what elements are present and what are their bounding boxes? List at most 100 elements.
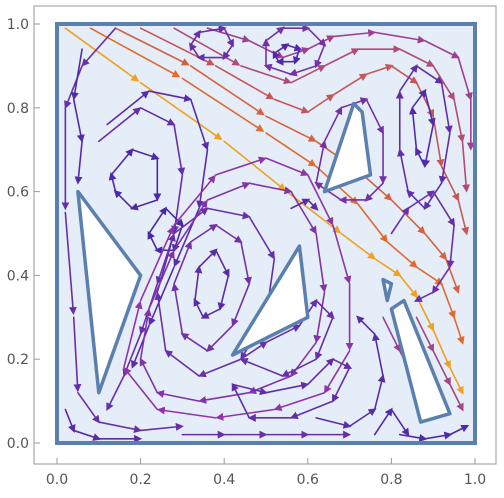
streamline-segment [148,90,193,103]
y-tick-label: 0.4 [7,268,29,284]
x-tick-label: 0.6 [297,472,319,488]
x-tick-label: 0.0 [46,472,68,488]
streamline-segment [390,199,426,235]
streamline-segment [457,56,473,101]
x-tick-label: 0.2 [129,472,151,488]
streamline-segment [240,341,268,361]
streamline-segment [171,282,184,335]
streamline-segment [72,316,82,393]
streamline-segment [398,274,418,299]
obstacles-layer [76,101,452,424]
streamline-segment [332,366,351,403]
streamline-segment [398,48,435,67]
streamline-segment [373,407,393,436]
streamline-segment [332,73,368,97]
streamline-segment [432,190,455,227]
streamline-segment [173,199,208,252]
streamline-segment [431,266,451,294]
streamline-segment [139,225,175,302]
streamline-segment [323,350,351,394]
streamline-segment [110,148,134,176]
streamline-segment [206,207,251,220]
obstacle-upper-right-quad [322,101,373,194]
streamline-segment [248,375,292,394]
streamline-segment [422,123,435,168]
streamline-segment [196,148,209,209]
streamline-segment [240,65,292,85]
streamline-segment [390,65,419,84]
streamline-segment [315,139,328,185]
streamline-segment [313,291,326,344]
streamline-segment [164,349,200,377]
streamline-segment [432,329,451,369]
streamline-segment [240,241,252,286]
streamline-segment [449,424,470,436]
streamline-segment [306,174,334,226]
streamline-segment [357,203,388,243]
streamline-segment [457,199,470,236]
streamline-segment [413,291,435,302]
streamline-segment [373,257,402,277]
streamline-segment [189,42,200,59]
streamline-segment [72,429,102,441]
streamline-segment [98,421,143,434]
streamline-segment [424,232,448,261]
streamline-segment [315,232,328,293]
streamline-segment [286,43,303,52]
streamline-segment [315,299,335,320]
streamline-segment [164,207,185,227]
streamline-segment [397,148,409,193]
x-tick-label: 0.4 [213,472,235,488]
streamline-segment [215,224,243,244]
streamline-segment [265,324,302,344]
streamline-segment [173,174,216,226]
streamline-segment [222,44,234,61]
streamline-segment [415,147,426,168]
streamline-segment [139,357,159,394]
streamline-segment [411,88,427,109]
streamline-segment [340,232,376,260]
streamline-segment [108,171,117,193]
streamline-segment [173,207,209,235]
streamline-segment [265,26,285,42]
streamline-segment [231,382,251,419]
streamline-segment [81,27,117,67]
obstacle-small-triangle [381,277,394,303]
streamline-segment [356,315,376,335]
streamline-segment [215,156,267,176]
streamline-segment [372,332,384,377]
streamline-segment [74,140,83,185]
streamline-segment [265,132,317,167]
streamline-segment [77,391,100,424]
streamline-segment [173,240,192,285]
streamline-segment [408,106,418,151]
streamline-segment [314,44,326,69]
streamline-segment [398,64,418,92]
obstacle-lower-right-quad [389,298,452,424]
streamline-segment [215,65,275,100]
streamline-segment [198,25,227,34]
streamline-segment [114,27,190,66]
streamline-segment [154,291,167,352]
streamline-segment [424,431,453,440]
streamline-segment [70,48,83,101]
streamline-segment [223,140,287,192]
streamline-segment [189,98,210,151]
obstacle-center-triangle [230,244,310,357]
x-tick-label: 0.8 [380,472,402,488]
streamline-segment [155,390,200,402]
streamline-segment [323,106,343,143]
streamline-segment [453,98,466,143]
streamline-segment [440,81,453,134]
streamline-segment [200,308,221,319]
streamline-segment [273,391,326,412]
streamline-segment [386,241,418,269]
streamline-segment [365,98,384,135]
streamline-segment [72,98,85,143]
streamline-segment [194,265,203,302]
streamline-segment [223,27,234,48]
streamline-segment [415,65,444,84]
streamline-segment [390,206,410,235]
streamline-segment [64,27,140,82]
